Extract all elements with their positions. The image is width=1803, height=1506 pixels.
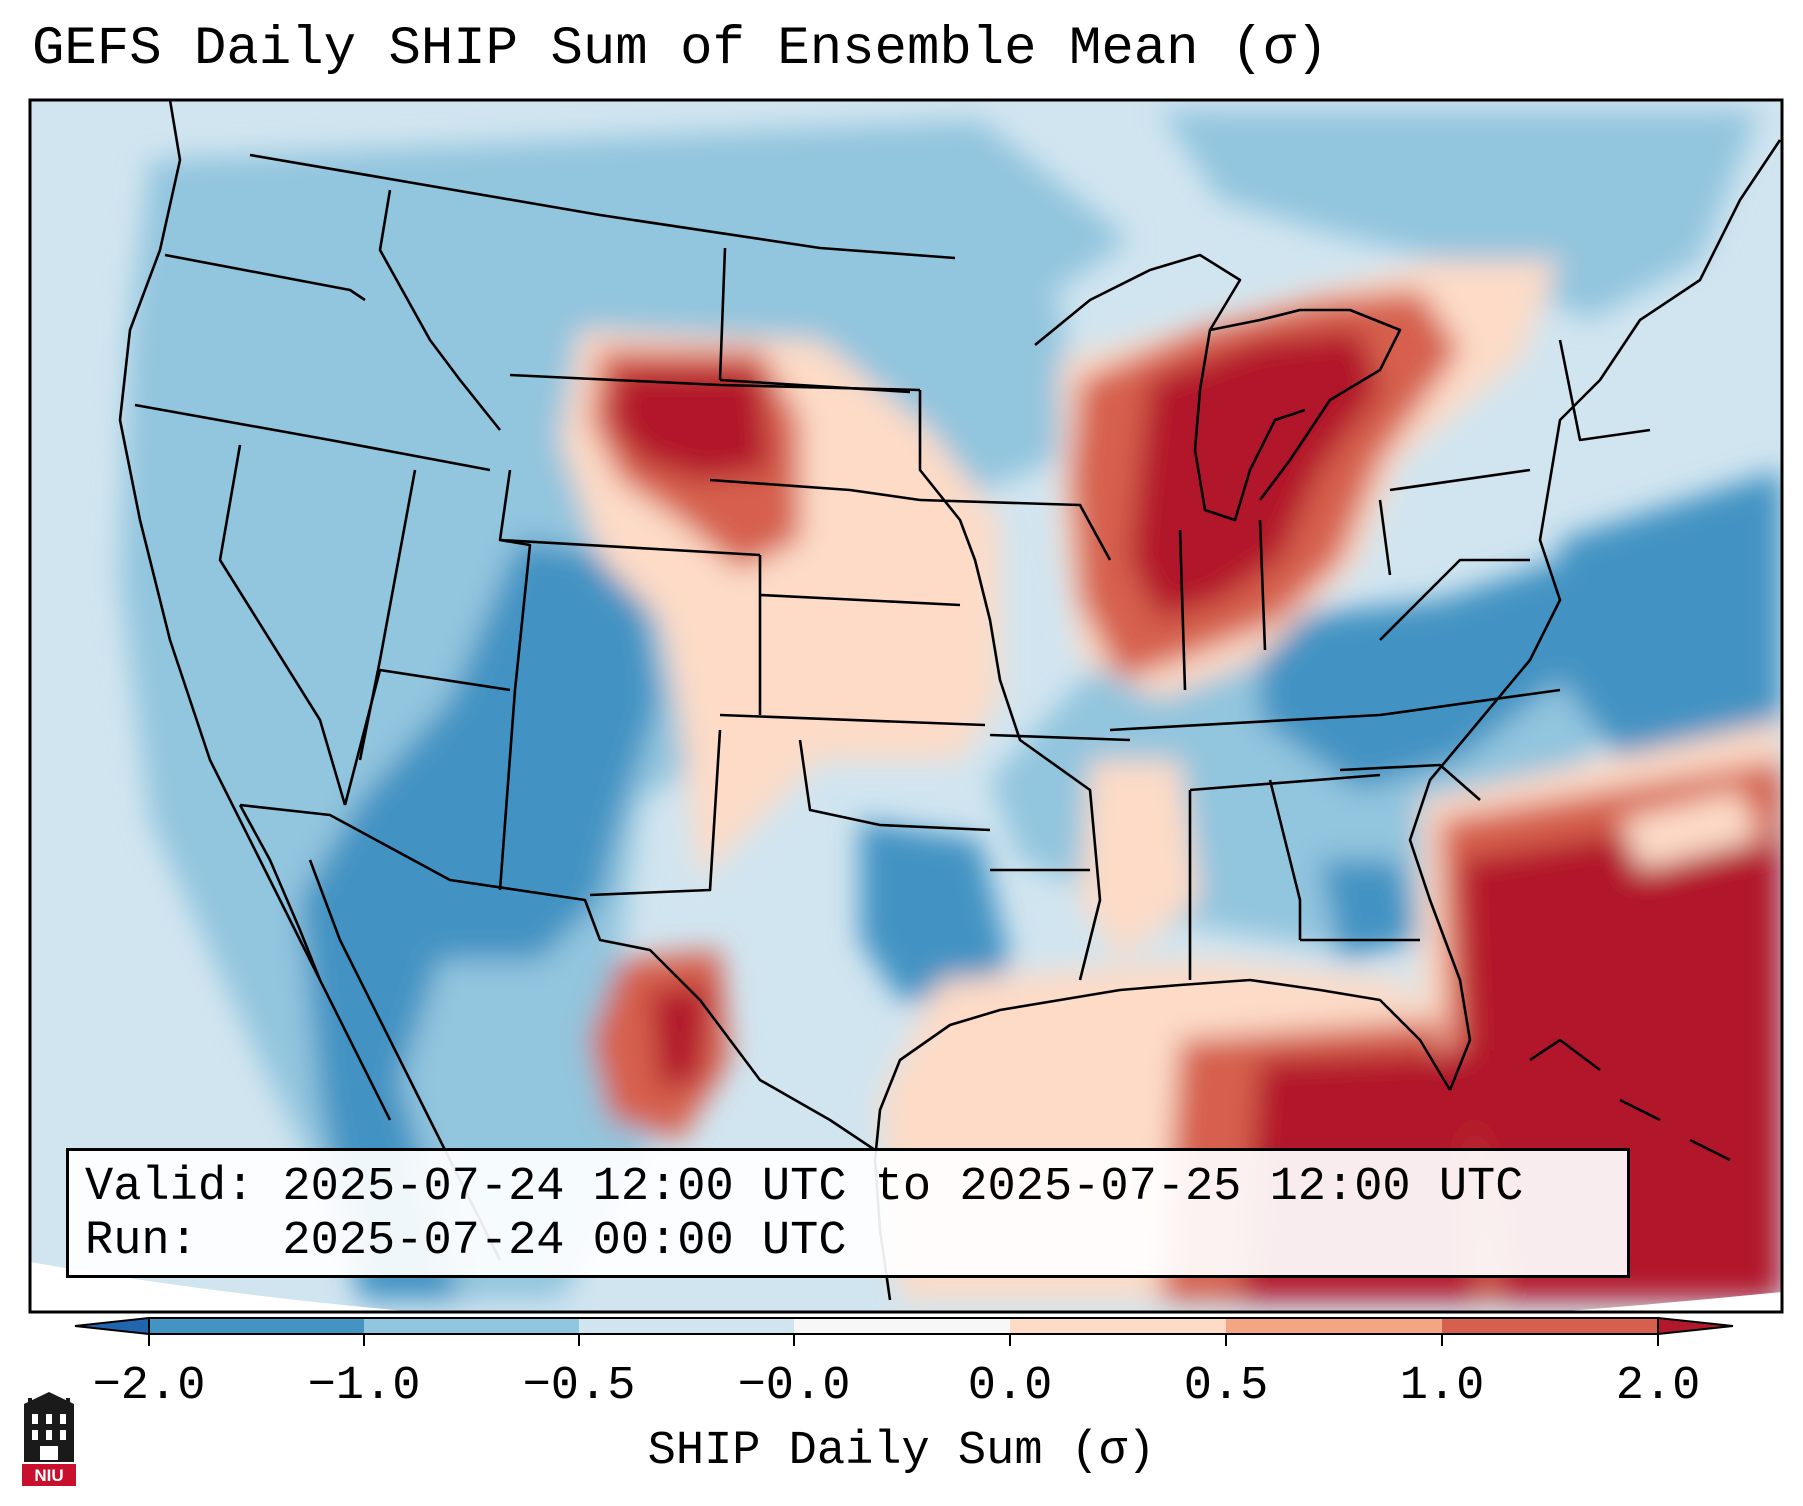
region-mid-blue-midwest — [900, 280, 1080, 500]
region-dark-red-wyoming — [610, 370, 770, 480]
state-line-ca-nv — [218, 444, 347, 806]
region-deep-blue-atlantic — [1560, 470, 1782, 760]
boundary-lines — [118, 100, 1782, 1301]
colorbar-bin — [364, 1318, 579, 1334]
colorbar-bin — [1442, 1318, 1658, 1334]
state-line-tn-al — [1189, 773, 1381, 792]
colorbar-bin — [1010, 1318, 1226, 1334]
state-line-ok-tx — [798, 739, 991, 832]
state-line-nd-sd — [719, 378, 911, 394]
state-line-nm-tx — [589, 729, 722, 897]
state-line-wa-or — [164, 253, 366, 302]
state-line-co-wy — [499, 538, 761, 557]
colorbar-over-triangle — [1657, 1316, 1734, 1336]
colorbar-bin — [579, 1318, 794, 1334]
region-deep-blue-four-corners — [300, 540, 660, 1300]
anomaly-field — [30, 100, 1782, 1312]
state-line-az-nm — [343, 668, 511, 806]
region-light-atlantic-streak — [1620, 790, 1760, 870]
east-coastline — [1408, 139, 1782, 1091]
state-line-in-oh — [1258, 519, 1267, 651]
state-line-ky-tn — [1109, 688, 1561, 732]
great-lakes-coast — [1034, 253, 1402, 501]
canada-us-border — [249, 153, 956, 260]
region-dark-red-mexico — [650, 985, 710, 1090]
colorbar-bin — [149, 1318, 364, 1334]
state-line-al-ga — [1268, 779, 1302, 940]
colorbar-ticks — [148, 1334, 1659, 1346]
valid-time-line: Valid: 2025-07-24 12:00 UTC to 2025-07-2… — [85, 1161, 1524, 1214]
region-mid-blue-northeast — [1160, 110, 1760, 320]
colorbar-tick-label: −2.0 — [92, 1360, 206, 1413]
colorbar-tick-label: 0.0 — [967, 1360, 1053, 1413]
colorbar-tick-label: −0.0 — [737, 1360, 851, 1413]
colorbar-label: SHIP Daily Sum (σ) — [647, 1425, 1156, 1478]
state-line-sd-ne — [709, 478, 921, 502]
caribbean-islands — [1529, 1038, 1731, 1162]
baja-peninsula — [238, 804, 322, 981]
chart-title: GEFS Daily SHIP Sum of Ensemble Mean (σ) — [32, 19, 1329, 80]
state-line-oh-pa — [1378, 499, 1392, 576]
colorbar-tick-label: 1.0 — [1399, 1360, 1485, 1413]
state-line-id-east — [378, 189, 502, 431]
state-line-mississippi-river — [918, 390, 1102, 981]
state-line-ia-mo — [919, 498, 1112, 561]
colorbar-tick-label: 0.5 — [1183, 1360, 1269, 1413]
state-line-ne-ks — [759, 593, 961, 607]
state-line-new-england — [1558, 339, 1651, 442]
us-mexico-border — [239, 803, 876, 1152]
state-line-mt-nd — [718, 247, 727, 381]
colorbar-bin — [1226, 1318, 1442, 1334]
colorbar-under-triangle — [74, 1316, 150, 1336]
state-line-ut-co — [498, 469, 532, 891]
lake-michigan-shore — [1193, 329, 1306, 522]
projection-edge — [30, 1262, 1782, 1312]
colorbar-outline — [148, 1317, 1659, 1335]
colorbar-tick-label: 2.0 — [1615, 1360, 1701, 1413]
west-coastline — [118, 100, 392, 1121]
colorbar-bin — [794, 1318, 1010, 1334]
region-deep-blue-southeast — [1260, 560, 1560, 790]
region-deep-blue-texas — [860, 820, 1010, 1000]
niu-building-icon: NIU — [22, 1392, 76, 1486]
svg-text:NIU: NIU — [34, 1466, 63, 1485]
region-deep-blue-georgia — [1320, 860, 1420, 960]
state-line-or-ca — [134, 403, 491, 472]
state-line-va-wv — [1379, 558, 1530, 641]
colorbar-tick-label: −1.0 — [307, 1360, 421, 1413]
map-frame — [28, 98, 1784, 1314]
state-line-ks-ok — [719, 713, 986, 727]
region-light-red-lower-mississippi — [1080, 760, 1200, 960]
colorbar-tick-label: −0.5 — [522, 1360, 636, 1413]
state-line-il-in — [1178, 529, 1187, 691]
valid-run-info-box: Valid: 2025-07-24 12:00 UTC to 2025-07-2… — [66, 1148, 1630, 1278]
gulf-coastline — [873, 978, 1452, 1301]
state-line-pa-ny — [1389, 468, 1531, 492]
run-time-line: Run: 2025-07-24 00:00 UTC — [85, 1215, 847, 1268]
state-line-mo-ar — [989, 733, 1131, 742]
state-line-sc-nc — [1339, 763, 1481, 801]
state-line-nv-ut — [358, 469, 417, 761]
region-dark-red-michigan — [1130, 330, 1380, 620]
colorbar — [74, 1316, 1734, 1346]
